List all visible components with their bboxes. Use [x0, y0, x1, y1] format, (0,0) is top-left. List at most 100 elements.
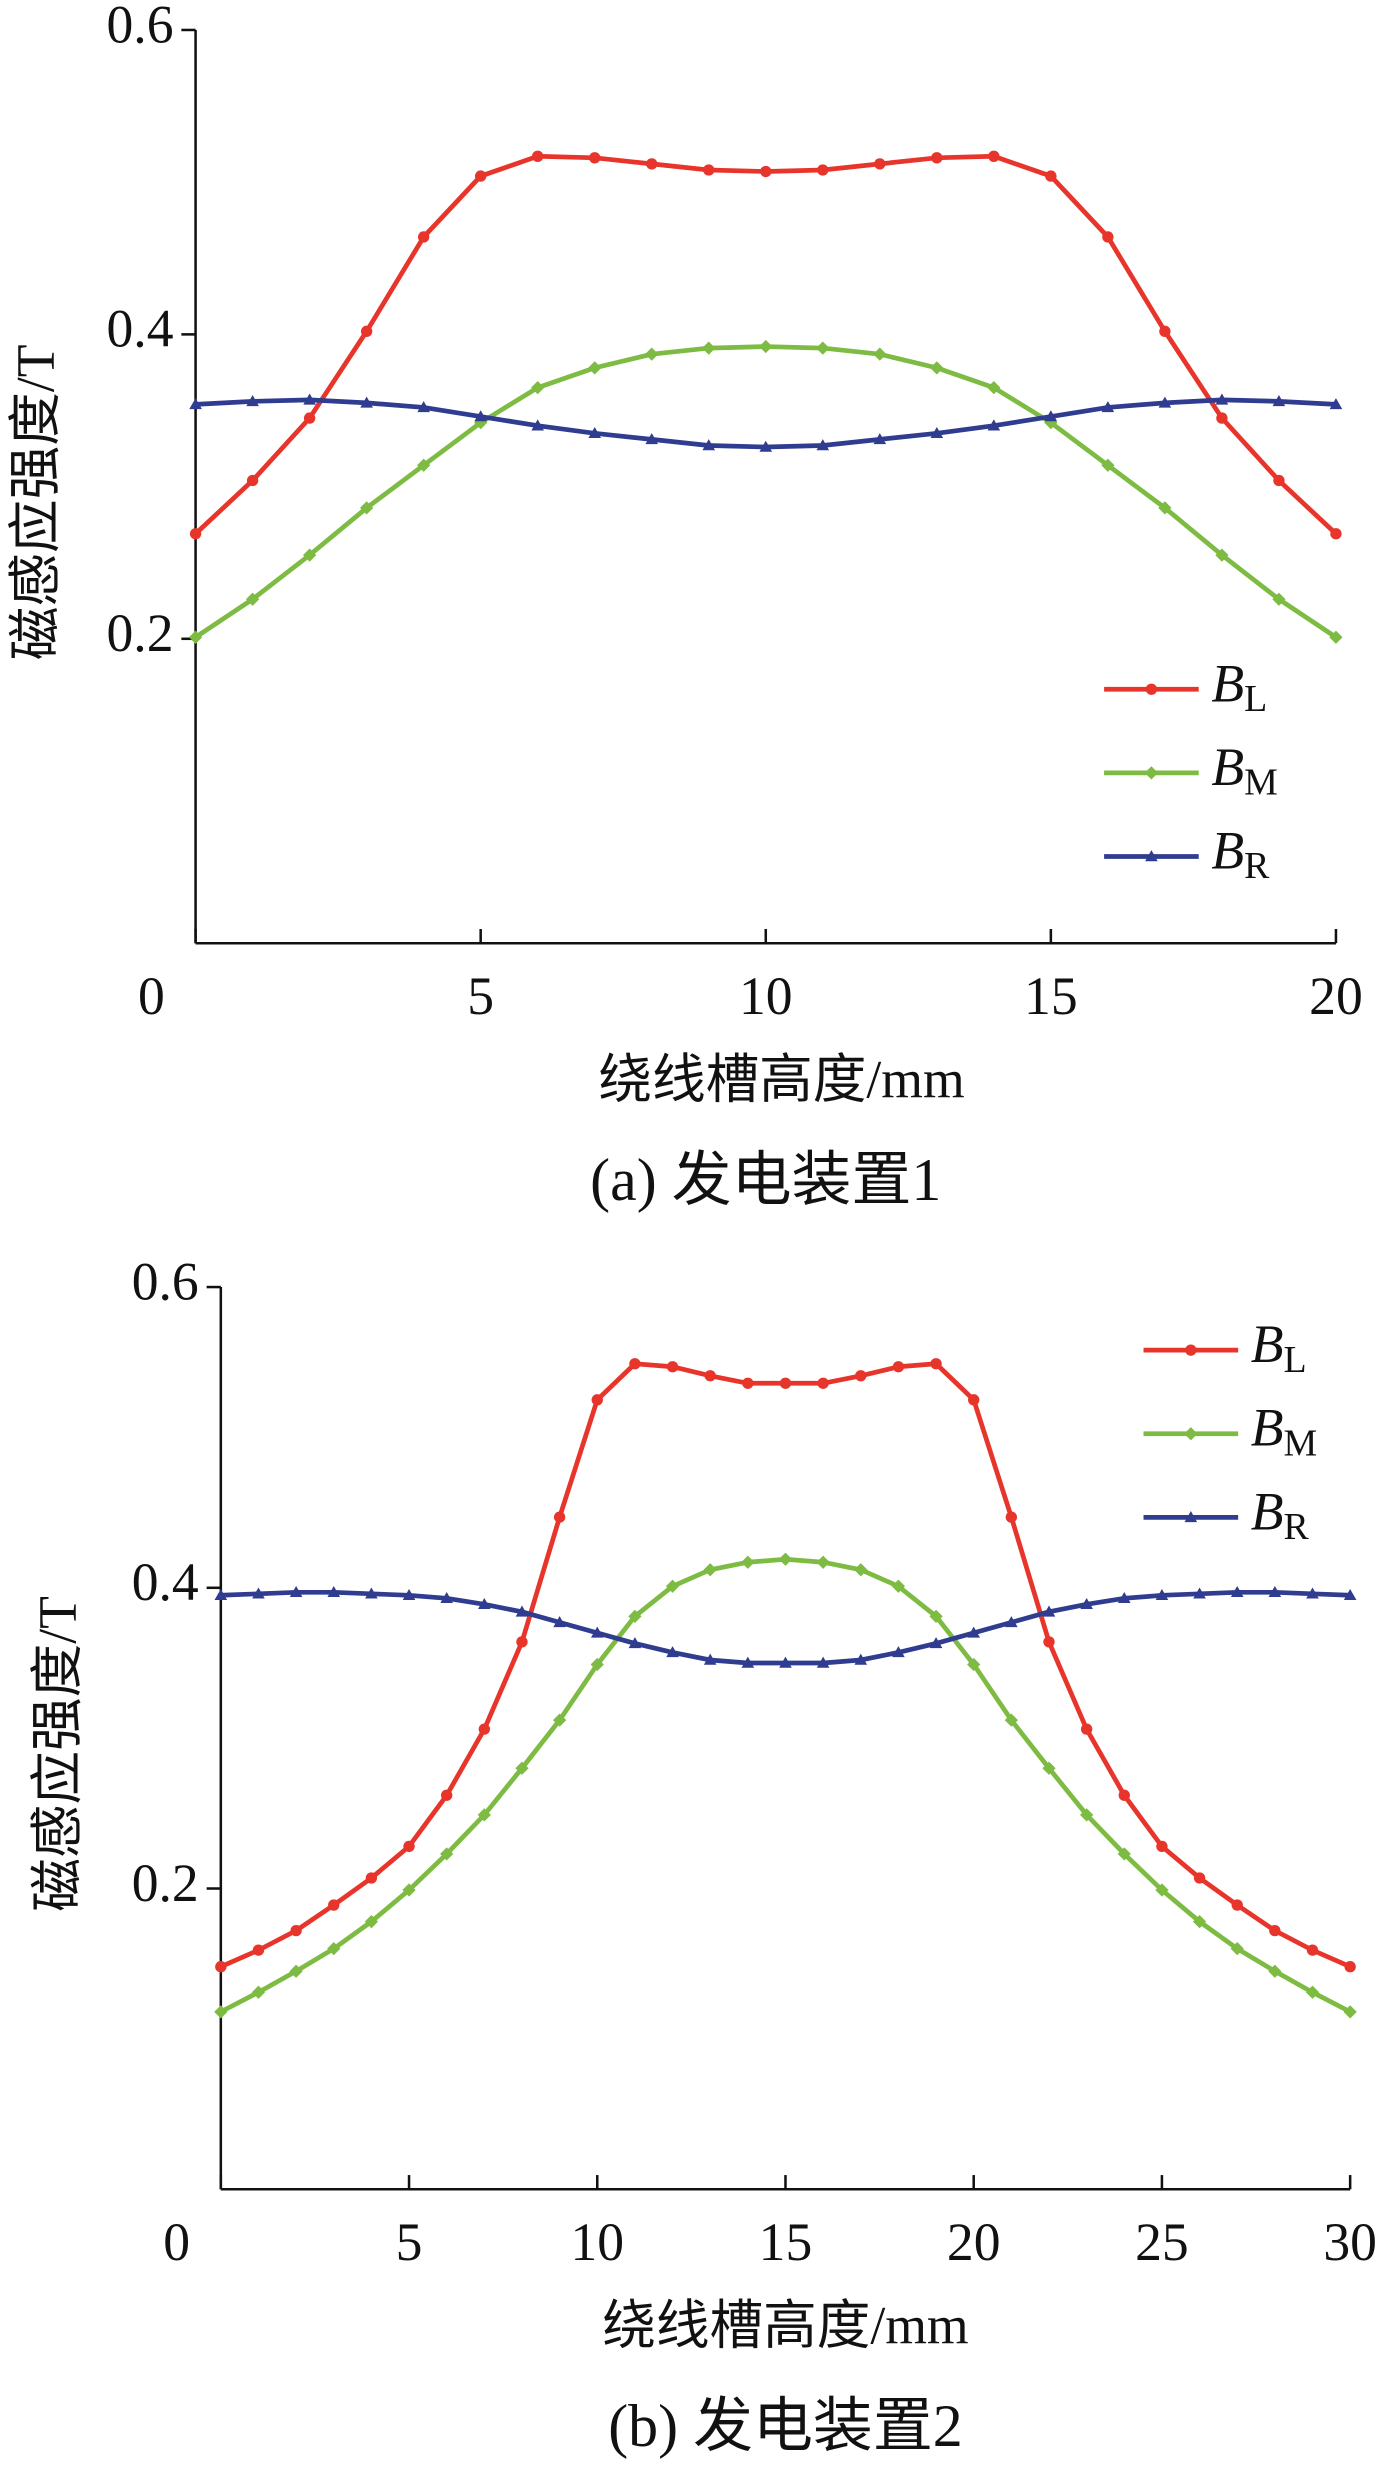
marker — [816, 439, 830, 451]
marker — [967, 1657, 981, 1672]
marker — [1156, 1840, 1168, 1853]
marker — [1117, 1592, 1131, 1604]
marker — [302, 548, 317, 562]
marker — [441, 1789, 453, 1801]
y-axis-label: 磁感应强度/T — [5, 345, 65, 661]
marker — [303, 393, 316, 405]
marker — [1343, 1588, 1357, 1601]
marker — [742, 1377, 754, 1389]
marker — [968, 1394, 980, 1406]
marker — [759, 440, 773, 452]
marker — [702, 439, 716, 451]
y-tick-label: 0.6 — [106, 0, 173, 54]
marker — [873, 347, 887, 361]
x-axis-label: 绕线槽高度/mm — [598, 1049, 964, 1109]
marker — [1330, 528, 1342, 540]
x-tick-label: 20 — [1309, 966, 1363, 1026]
x-tick-label: 10 — [739, 966, 793, 1026]
marker — [1080, 1598, 1093, 1610]
marker — [214, 2005, 228, 2019]
marker — [474, 410, 487, 422]
y-axis-label: 磁感应强度/T — [27, 1596, 87, 1912]
x-tick-label: 15 — [759, 2212, 813, 2272]
marker — [327, 1585, 341, 1598]
marker — [741, 1656, 755, 1668]
marker — [246, 474, 259, 487]
series: BR — [214, 1482, 1357, 1668]
marker — [855, 1370, 867, 1382]
series-line — [219, 1556, 1352, 2014]
legend-label: BM — [1251, 1398, 1317, 1464]
marker — [1272, 592, 1286, 606]
marker — [816, 1555, 830, 1569]
marker — [1155, 1588, 1169, 1601]
marker — [930, 1358, 942, 1370]
marker — [1045, 170, 1057, 182]
marker — [816, 341, 830, 355]
marker — [1158, 396, 1172, 408]
marker — [760, 165, 772, 178]
y-tick-label: 0.6 — [132, 1251, 199, 1311]
marker — [1155, 1883, 1169, 1897]
x-tick-label: 30 — [1323, 2212, 1377, 2272]
legend-marker — [1184, 1427, 1198, 1441]
legend-marker — [1185, 1344, 1197, 1356]
series: BL — [189, 150, 1342, 720]
marker — [246, 395, 259, 407]
x-tick-label: 25 — [1135, 2212, 1189, 2272]
marker — [628, 1609, 642, 1623]
marker — [440, 1592, 453, 1604]
marker — [531, 419, 545, 431]
marker — [704, 1370, 716, 1382]
marker — [874, 158, 886, 170]
marker — [478, 1598, 491, 1610]
marker — [967, 1626, 981, 1638]
marker — [988, 150, 1000, 162]
legend-marker — [1184, 1511, 1198, 1523]
marker — [478, 1723, 491, 1735]
marker — [365, 1587, 378, 1599]
marker — [290, 1924, 302, 1937]
marker — [1231, 1899, 1243, 1911]
marker — [589, 152, 601, 164]
marker — [1102, 231, 1114, 243]
y-tick-label: 0.2 — [132, 1853, 199, 1913]
x-tick-label: 20 — [947, 2212, 1001, 2272]
marker — [1216, 412, 1228, 424]
marker — [364, 1914, 379, 1929]
marker — [1158, 501, 1172, 515]
marker — [741, 1555, 755, 1569]
marker — [516, 1636, 528, 1648]
marker — [590, 1626, 604, 1638]
marker — [854, 1563, 868, 1577]
legend-label: BL — [1211, 654, 1267, 720]
marker — [402, 1883, 416, 1897]
marker — [365, 1872, 378, 1884]
x-tick-label: 10 — [570, 2212, 624, 2272]
marker — [702, 341, 716, 355]
marker — [1044, 410, 1058, 422]
marker — [1101, 458, 1115, 472]
marker — [645, 347, 659, 361]
marker — [892, 1361, 905, 1373]
marker — [854, 1653, 868, 1665]
marker — [1193, 1587, 1206, 1599]
marker — [215, 1961, 227, 1973]
marker — [816, 1656, 830, 1668]
marker — [1305, 1985, 1320, 1999]
marker — [929, 1637, 943, 1649]
marker — [778, 1552, 793, 1566]
marker — [817, 164, 829, 176]
marker — [1043, 1636, 1055, 1648]
caption: (b) 发电装置2 — [608, 2393, 962, 2459]
marker — [1193, 1872, 1206, 1884]
marker — [1344, 1961, 1356, 1973]
marker — [328, 1899, 340, 1911]
x-tick-label: 15 — [1024, 966, 1078, 1026]
legend-marker — [1145, 850, 1158, 862]
marker — [892, 1646, 905, 1658]
marker — [289, 1585, 303, 1598]
marker — [1118, 1789, 1130, 1801]
legend-label: BR — [1211, 821, 1270, 887]
